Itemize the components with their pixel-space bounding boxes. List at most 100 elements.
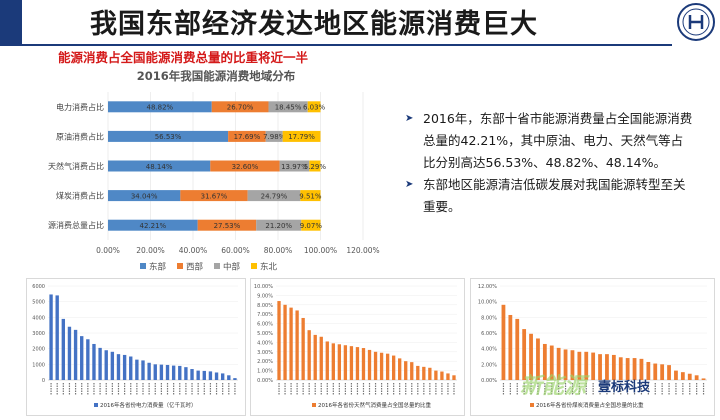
y-tick-label: 6000 (32, 284, 45, 290)
bar (233, 378, 237, 380)
bar-segment-东北 (282, 130, 321, 142)
x-tick-label: 120.00% (346, 246, 379, 255)
category-label: 煤炭消费占比 (56, 191, 104, 201)
bar (434, 370, 438, 380)
bar-segment-东北 (301, 219, 321, 231)
bar-segment-中部 (265, 130, 283, 142)
bar (116, 354, 121, 380)
bullet-text-2: 东部地区能源清洁低碳发展对我国能源转型至关重要。 (423, 177, 686, 214)
bullet-list: ➤ 2016年，东部十省市能源消费量占全国能源消费总量的42.21%，其中原油、… (405, 108, 695, 218)
bar-segment-西部 (211, 101, 269, 113)
title-bar: 我国东部经济发达地区能源消费巨大 (0, 0, 720, 46)
bar-segment-西部 (210, 160, 280, 172)
bar (428, 367, 432, 380)
bar (611, 354, 616, 380)
title-accent-block (0, 0, 22, 46)
bar-segment-东部 (108, 190, 181, 202)
bar (325, 341, 329, 380)
bar (55, 295, 59, 380)
data-label: 48.82% (147, 104, 174, 112)
bar-segment-中部 (256, 219, 302, 231)
bar (171, 365, 176, 380)
data-label: 56.53% (155, 133, 182, 141)
bar (522, 329, 527, 380)
bar (104, 350, 108, 380)
chart-frame (26, 278, 246, 416)
bar (694, 375, 699, 380)
bar (605, 354, 609, 380)
bar (73, 329, 78, 380)
legend-swatch (530, 403, 534, 407)
bar (632, 358, 637, 380)
bar (549, 345, 554, 380)
bar (591, 352, 596, 380)
y-tick-label: 9.00% (257, 293, 273, 299)
bar-segment-东部 (108, 101, 212, 113)
bar (446, 373, 450, 380)
legend-swatch (214, 263, 220, 269)
bar (283, 304, 287, 380)
legend-swatch (251, 263, 257, 269)
bar (214, 372, 219, 380)
data-label: 6.03% (303, 104, 326, 112)
bar (98, 347, 102, 380)
bar (556, 347, 561, 380)
x-tick-label: 40.00% (179, 246, 208, 255)
bar (295, 310, 299, 380)
bar (319, 336, 323, 380)
slide-subtitle: 能源消费占全国能源消费总量的比重将近一半 (58, 50, 309, 65)
bar (331, 343, 335, 380)
data-label: 7.98% (263, 133, 286, 141)
bar (508, 314, 513, 380)
legend-entry: 中部 (223, 262, 241, 273)
energy-distribution-chart: 2016年我国能源消费地域分布 0.00% 20.00% 40.00% 60.00% 80… (48, 69, 380, 273)
bar (147, 362, 151, 380)
legend-entry: 东部 (149, 262, 167, 273)
bar (598, 354, 602, 380)
y-tick-label: 0 (42, 378, 45, 384)
y-tick-label: 3.00% (257, 350, 273, 356)
data-label: 5.29% (304, 163, 327, 171)
bar (92, 343, 96, 380)
legend-swatch (140, 263, 146, 269)
bar (67, 326, 72, 380)
bar (165, 364, 170, 380)
y-tick-label: 0.00% (481, 378, 497, 384)
x-tick-label: 20.00% (136, 246, 165, 255)
bar (313, 334, 317, 380)
bar (570, 350, 575, 380)
bar (122, 354, 127, 380)
chart-frame (250, 278, 465, 416)
bar (653, 363, 658, 380)
bar (129, 356, 133, 380)
bar (667, 365, 671, 380)
y-tick-label: 4000 (32, 315, 45, 321)
bar (349, 346, 354, 380)
y-tick-label: 7.00% (257, 312, 273, 318)
watermark-brand: 壹标科技 (598, 380, 651, 395)
chart-frame (470, 278, 715, 416)
legend-swatch (94, 403, 98, 407)
bar (208, 371, 213, 380)
bar (440, 371, 444, 380)
y-tick-label: 12.00% (478, 284, 497, 290)
bar (536, 338, 540, 380)
x-tick-label: 100.00% (304, 246, 337, 255)
provincial-power-chart: 0 1000 2000 3000 4000 5000 6000 2016年各省份电力消费量（亿… (26, 278, 246, 416)
bar (398, 358, 402, 380)
title-underline (22, 44, 672, 46)
y-tick-label: 1000 (32, 362, 45, 368)
bar (135, 359, 139, 380)
bar (563, 349, 568, 380)
bar (373, 351, 378, 380)
bar-segment-西部 (228, 130, 266, 142)
bar (159, 364, 164, 380)
bar (584, 351, 589, 380)
data-label: 48.14% (146, 163, 173, 171)
bar (227, 375, 231, 380)
provincial-gas-chart: 0.00% 1.00% 2.00% 3.00% 4.00% 5.00% 6.00% 7.00%… (250, 278, 465, 416)
bullet-item-1: ➤ 2016年，东部十省市能源消费量占全国能源消费总量的42.21%，其中原油、… (405, 108, 695, 174)
data-label: 13.97% (281, 163, 308, 171)
bar (515, 318, 520, 380)
y-tick-label: 3000 (32, 331, 45, 337)
